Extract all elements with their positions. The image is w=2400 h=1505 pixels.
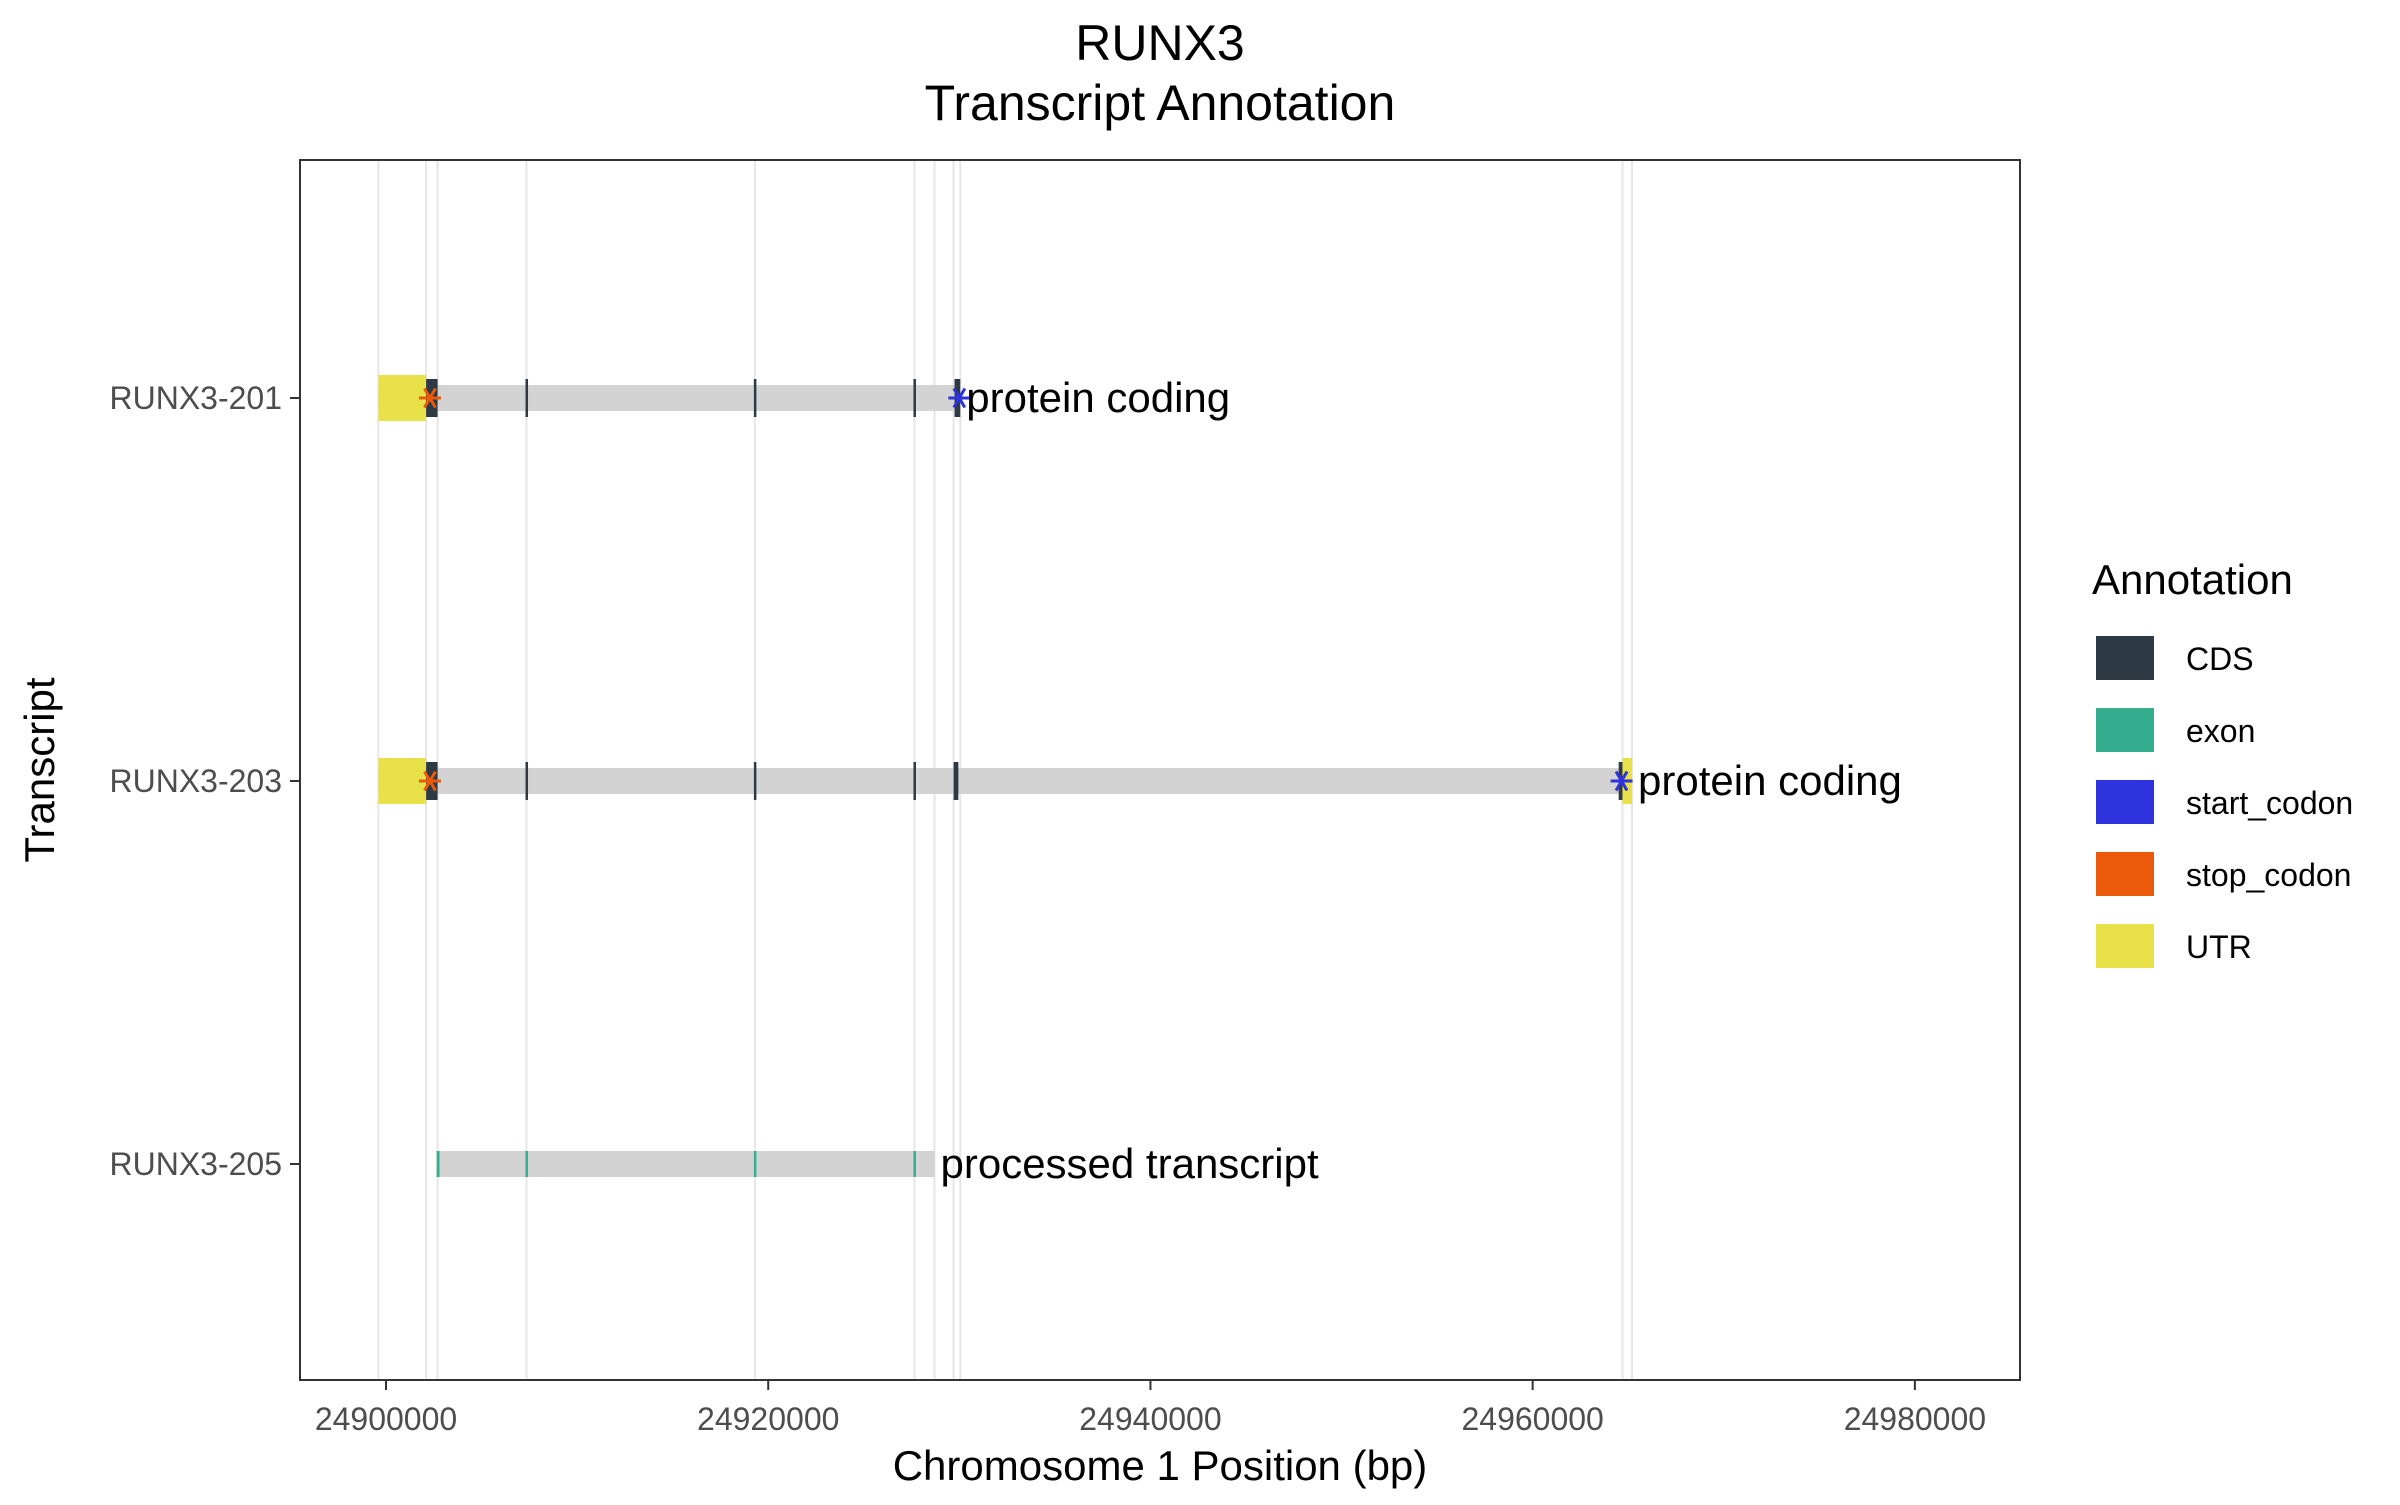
legend-key-start-codon (2096, 780, 2154, 824)
x-tick-label: 24940000 (1079, 1401, 1221, 1437)
intron-bar (378, 385, 961, 411)
biotype-label: protein coding (966, 374, 1230, 421)
codon-layer (418, 387, 1633, 792)
legend-entries: CDS exon start_codon stop_codon UTR (2096, 636, 2353, 968)
x-tick-label: 24980000 (1844, 1401, 1986, 1437)
y-tick-label: RUNX3-201 (109, 380, 282, 416)
legend-key-cds (2096, 636, 2154, 680)
biotype-label: processed transcript (940, 1140, 1318, 1187)
x-axis: 24900000 24920000 24940000 24960000 24980000 (315, 1380, 1986, 1437)
intron-bar (378, 768, 1633, 794)
chart-title: RUNX3 (1075, 15, 1244, 71)
exon-block (753, 1151, 757, 1177)
exon-block (913, 1151, 916, 1177)
plot-frame (299, 159, 2021, 1381)
x-tick-label: 24920000 (697, 1401, 839, 1437)
legend-key-exon (2096, 708, 2154, 752)
y-tick-label: RUNX3-203 (109, 763, 282, 799)
cds-block (525, 379, 529, 417)
legend-label-exon: exon (2186, 713, 2255, 749)
legend-title: Annotation (2092, 556, 2293, 603)
y-tick-label: RUNX3-205 (109, 1146, 282, 1182)
exon-block (436, 1151, 440, 1177)
x-tick-label: 24900000 (315, 1401, 457, 1437)
cds-block (913, 379, 916, 417)
legend-key-utr (2096, 924, 2154, 968)
y-axis: RUNX3-205 RUNX3-203 RUNX3-201 (109, 380, 300, 1182)
legend: Annotation CDS exon start_codon stop_codon U… (2092, 556, 2353, 968)
start-codon-marker (948, 387, 971, 409)
legend-label-utr: UTR (2186, 929, 2252, 965)
cds-block (753, 762, 757, 800)
cds-block (525, 762, 529, 800)
legend-label-stop-codon: stop_codon (2186, 857, 2351, 893)
utr-block (378, 758, 427, 804)
x-tick-label: 24960000 (1461, 1401, 1603, 1437)
stop-codon-marker (418, 770, 441, 792)
stop-codon-marker (418, 387, 441, 409)
exon-block (525, 1151, 529, 1177)
legend-label-start-codon: start_codon (2186, 785, 2353, 821)
y-axis-title: Transcript (16, 677, 63, 862)
biotype-label: protein coding (1638, 757, 1902, 804)
x-axis-title: Chromosome 1 Position (bp) (893, 1442, 1428, 1489)
utr-block (378, 375, 427, 421)
biotype-label-layer: processed transcript protein coding protei… (940, 374, 1901, 1187)
title-group: RUNX3 Transcript Annotation (925, 15, 1396, 131)
intron-layer (378, 385, 1633, 1177)
legend-key-stop-codon (2096, 852, 2154, 896)
chart-subtitle: Transcript Annotation (925, 75, 1396, 131)
legend-label-cds: CDS (2186, 641, 2254, 677)
cds-block (753, 379, 757, 417)
intron-bar (437, 1151, 935, 1177)
start-codon-marker (1610, 770, 1633, 792)
cds-block (913, 762, 916, 800)
cds-block (953, 762, 959, 800)
